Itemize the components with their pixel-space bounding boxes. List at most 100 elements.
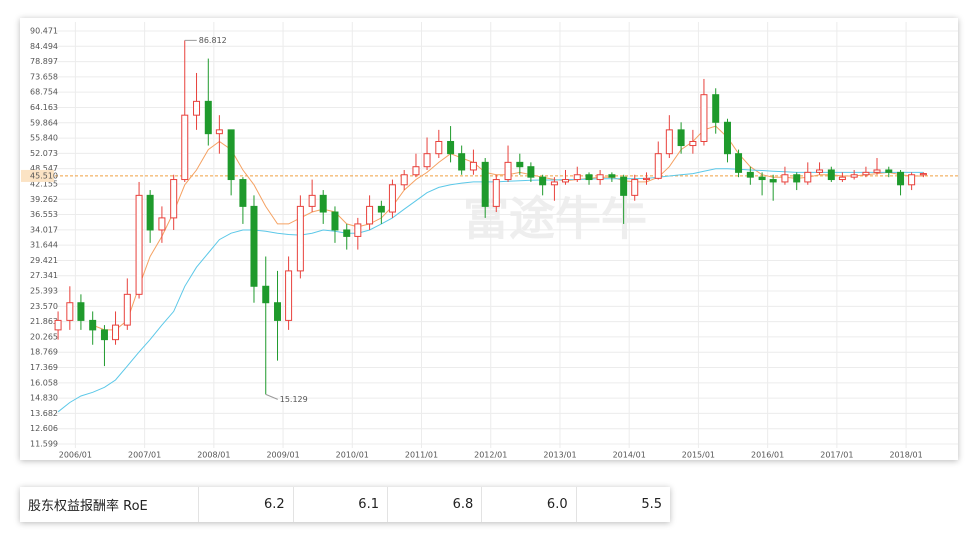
candle-body: [204, 100, 212, 135]
candle-body: [885, 169, 893, 173]
candle-body: [181, 114, 189, 181]
candle-body: [458, 153, 466, 171]
candle-body: [642, 177, 650, 181]
current-price-box: [21, 169, 54, 182]
candle-body: [377, 205, 385, 213]
x-tick-label: 2008/01: [197, 451, 230, 460]
x-tick-label: 2007/01: [128, 451, 161, 460]
candle-body: [239, 179, 247, 207]
candle-body: [215, 129, 223, 135]
candle-body: [758, 176, 766, 181]
candle-body: [735, 153, 743, 173]
candle-body: [227, 129, 235, 181]
candle-body: [123, 293, 131, 326]
y-tick-label: 34.017: [30, 225, 58, 234]
y-tick-label: 64.163: [30, 103, 58, 112]
candle-body: [343, 229, 351, 237]
candle-body: [331, 211, 339, 231]
candle-body: [850, 174, 858, 178]
y-tick-label: 20.265: [30, 332, 58, 341]
y-tick-label: 78.897: [30, 57, 58, 66]
candle-body: [400, 174, 408, 186]
y-tick-label: 29.421: [30, 256, 58, 265]
x-tick-label: 2016/01: [751, 451, 784, 460]
y-tick-label: 59.864: [30, 118, 58, 127]
candle-body: [481, 161, 489, 207]
cell: 5.5: [641, 497, 662, 512]
row-label: 股东权益报酬率 RoE: [20, 487, 200, 522]
candle-body: [89, 319, 97, 331]
candle-body: [447, 140, 455, 155]
x-tick-label: 2018/01: [889, 451, 922, 460]
candle-body: [793, 174, 801, 183]
candle-body: [746, 171, 754, 178]
x-tick-label: 2013/01: [543, 451, 576, 460]
candle-body: [158, 217, 166, 231]
candle-body: [285, 270, 293, 321]
current-price-label: 45.510: [30, 171, 58, 180]
min-label: 15.129: [280, 395, 308, 404]
candle-body: [296, 205, 304, 272]
y-tick-label: 42.155: [30, 179, 58, 188]
y-tick-label: 48.547: [30, 164, 58, 173]
cell: 6.8: [387, 487, 483, 522]
y-tick-label: 12.606: [30, 424, 58, 433]
y-tick-label: 39.262: [30, 195, 58, 204]
candle-body: [366, 205, 374, 225]
y-tick-label: 36.553: [30, 210, 58, 219]
cell: 6.1: [293, 487, 388, 522]
y-tick-label: 52.073: [30, 149, 58, 158]
candle-body: [654, 153, 662, 179]
candle-body: [516, 161, 524, 168]
candle-body: [170, 179, 178, 219]
candle-body: [816, 169, 824, 173]
cell: 6.2: [198, 487, 294, 522]
y-tick-label: 25.393: [30, 287, 58, 296]
candle-body: [561, 179, 569, 183]
max-label: 86.812: [199, 36, 227, 45]
y-tick-label: 21.863: [30, 317, 58, 326]
x-tick-label: 2012/01: [474, 451, 507, 460]
y-tick-label: 23.570: [30, 302, 58, 311]
candle-body: [712, 94, 720, 123]
candle-body: [838, 176, 846, 181]
table-row: 股东权益报酬率 RoE 6.2 6.1 6.8 6.0 5.5: [20, 487, 670, 522]
candle-body: [112, 324, 120, 341]
chart-card: [20, 18, 958, 460]
candle-body: [919, 173, 927, 176]
candle-body: [492, 179, 500, 207]
y-tick-label: 68.754: [30, 88, 58, 97]
candle-body: [504, 161, 512, 181]
candle-body: [54, 319, 62, 331]
candle-body: [862, 171, 870, 176]
candle-body: [66, 302, 74, 321]
candle-body: [193, 100, 201, 116]
candle-body: [723, 121, 731, 155]
candle-body: [689, 140, 697, 147]
candle-body: [354, 223, 362, 237]
y-tick-label: 84.494: [30, 42, 58, 51]
candle-body: [873, 169, 881, 173]
candle-body: [308, 194, 316, 207]
y-tick-label: 18.769: [30, 348, 58, 357]
candle-body: [827, 169, 835, 181]
y-tick-label: 55.840: [30, 134, 58, 143]
y-tick-label: 13.682: [30, 409, 58, 418]
cell: 6.0: [481, 487, 577, 522]
x-tick-label: 2014/01: [613, 451, 646, 460]
x-tick-label: 2006/01: [59, 451, 92, 460]
candle-body: [677, 129, 685, 147]
x-tick-label: 2010/01: [336, 451, 369, 460]
y-tick-label: 17.369: [30, 363, 58, 372]
y-tick-label: 31.644: [30, 241, 58, 250]
candle-body: [77, 302, 85, 321]
candle-body: [527, 166, 535, 178]
candle-body: [550, 181, 558, 186]
y-tick-label: 11.599: [30, 440, 58, 449]
x-tick-label: 2011/01: [405, 451, 438, 460]
candle-body: [665, 129, 673, 155]
x-tick-label: 2009/01: [266, 451, 299, 460]
candle-body: [423, 153, 431, 168]
candle-body: [274, 302, 282, 321]
candle-body: [620, 176, 628, 196]
